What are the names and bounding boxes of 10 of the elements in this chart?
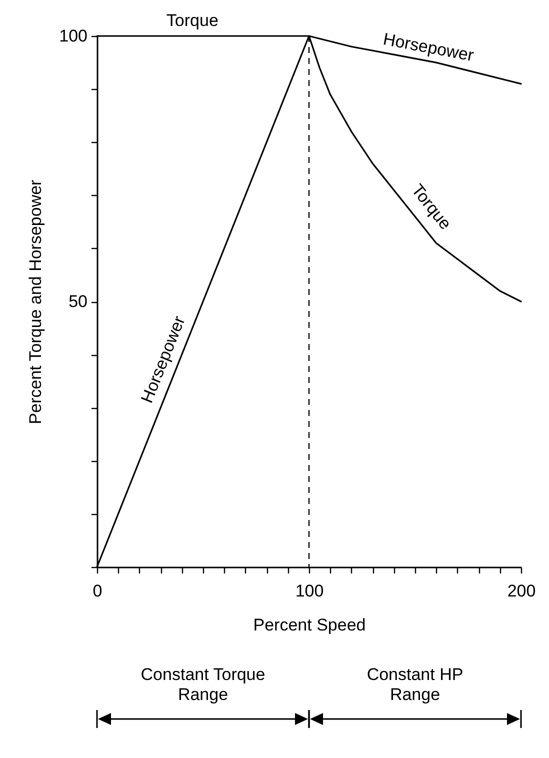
y-tick-label: 50 bbox=[68, 292, 88, 311]
x-tick-label: 200 bbox=[507, 582, 536, 600]
annotation: Horsepower bbox=[382, 30, 476, 66]
x-axis-title: Percent Speed bbox=[253, 616, 366, 634]
text: Constant HP Range bbox=[366, 665, 464, 704]
x-tick-label: 0 bbox=[92, 582, 102, 600]
x-tick-label: 100 bbox=[295, 582, 324, 600]
annotation: Torque bbox=[166, 11, 218, 30]
text: Constant Torque Range bbox=[140, 665, 266, 704]
y-axis-title: Percent Torque and Horsepower bbox=[26, 179, 46, 424]
